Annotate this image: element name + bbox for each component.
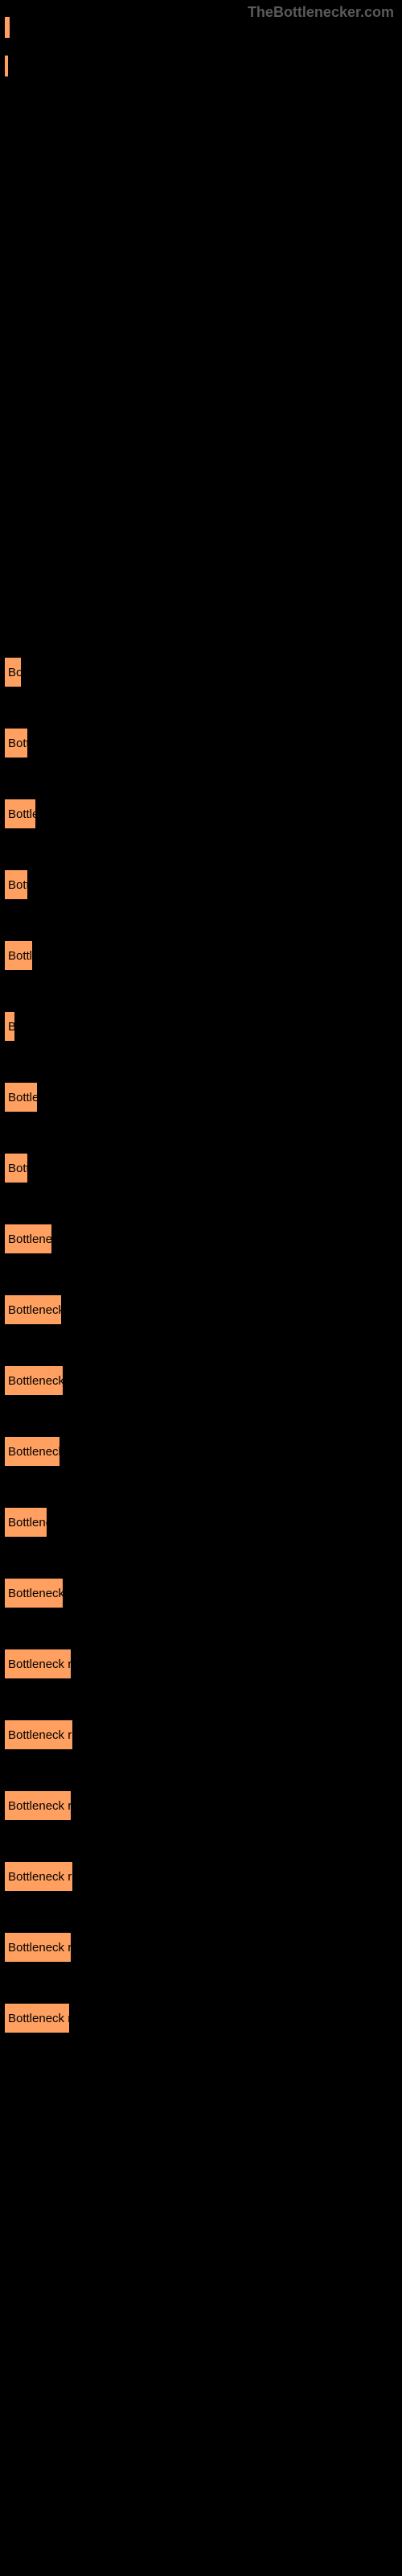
chart-bar: Bottleneck (4, 1507, 47, 1538)
chart-bar: Bottleneck result f (4, 1932, 72, 1963)
bar-row: Bottlen (4, 799, 402, 829)
chart-bar: Bott (4, 728, 28, 758)
bar-row: Bott (4, 869, 402, 900)
chart-bar: Bottleneck res (4, 1436, 60, 1467)
bar-row: Bottleneck resu (4, 1365, 402, 1396)
chart-bar: B (4, 1011, 15, 1042)
bar-row: Bottleneck result (4, 2003, 402, 2033)
bar-row: Bottleneck res (4, 1436, 402, 1467)
chart-bar (4, 55, 9, 77)
chart-bar: Bottleneck resu (4, 1365, 64, 1396)
chart-bar: Bott (4, 869, 28, 900)
bar-row: Bottleneck result f (4, 1790, 402, 1821)
chart-bar: Bottleneck r (4, 1224, 52, 1254)
chart-bar: Bo (4, 657, 22, 687)
bar-row: Bott (4, 728, 402, 758)
watermark-text: TheBottlenecker.com (248, 4, 394, 21)
chart-bar: Bottleneck res (4, 1294, 62, 1325)
bar-row: Bottle (4, 940, 402, 971)
bar-chart: Bo Bott Bottlen Bott Bottle B Bottlene Bott Bott… (0, 0, 402, 2090)
bar-row: Bottleneck r (4, 1224, 402, 1254)
bar-row: Bottleneck res (4, 1294, 402, 1325)
chart-bar: Bottle (4, 940, 33, 971)
bar-row: B (4, 1011, 402, 1042)
chart-bar: Bottleneck result f (4, 1861, 73, 1892)
bar-row: Bottleneck (4, 1507, 402, 1538)
chart-bar (4, 16, 10, 39)
chart-bar: Bottleneck result f (4, 1719, 73, 1750)
bar-row: Bottlene (4, 1082, 402, 1113)
chart-bar: Bottleneck result (4, 2003, 70, 2033)
chart-bar: Bottleneck result f (4, 1649, 72, 1679)
bar-row: Bottleneck result f (4, 1932, 402, 1963)
bar-row: Bott (4, 1153, 402, 1183)
bar-row: Bo (4, 657, 402, 687)
chart-bar: Bottlen (4, 799, 36, 829)
bar-row: Bottleneck resu (4, 1578, 402, 1608)
chart-bar: Bottlene (4, 1082, 38, 1113)
bar-row: Bottleneck result f (4, 1649, 402, 1679)
chart-bar: Bott (4, 1153, 28, 1183)
bar-row: Bottleneck result f (4, 1719, 402, 1750)
chart-bar: Bottleneck resu (4, 1578, 64, 1608)
chart-bar: Bottleneck result f (4, 1790, 72, 1821)
bar-row (4, 55, 402, 77)
bar-row: Bottleneck result f (4, 1861, 402, 1892)
section-gap (4, 93, 402, 657)
